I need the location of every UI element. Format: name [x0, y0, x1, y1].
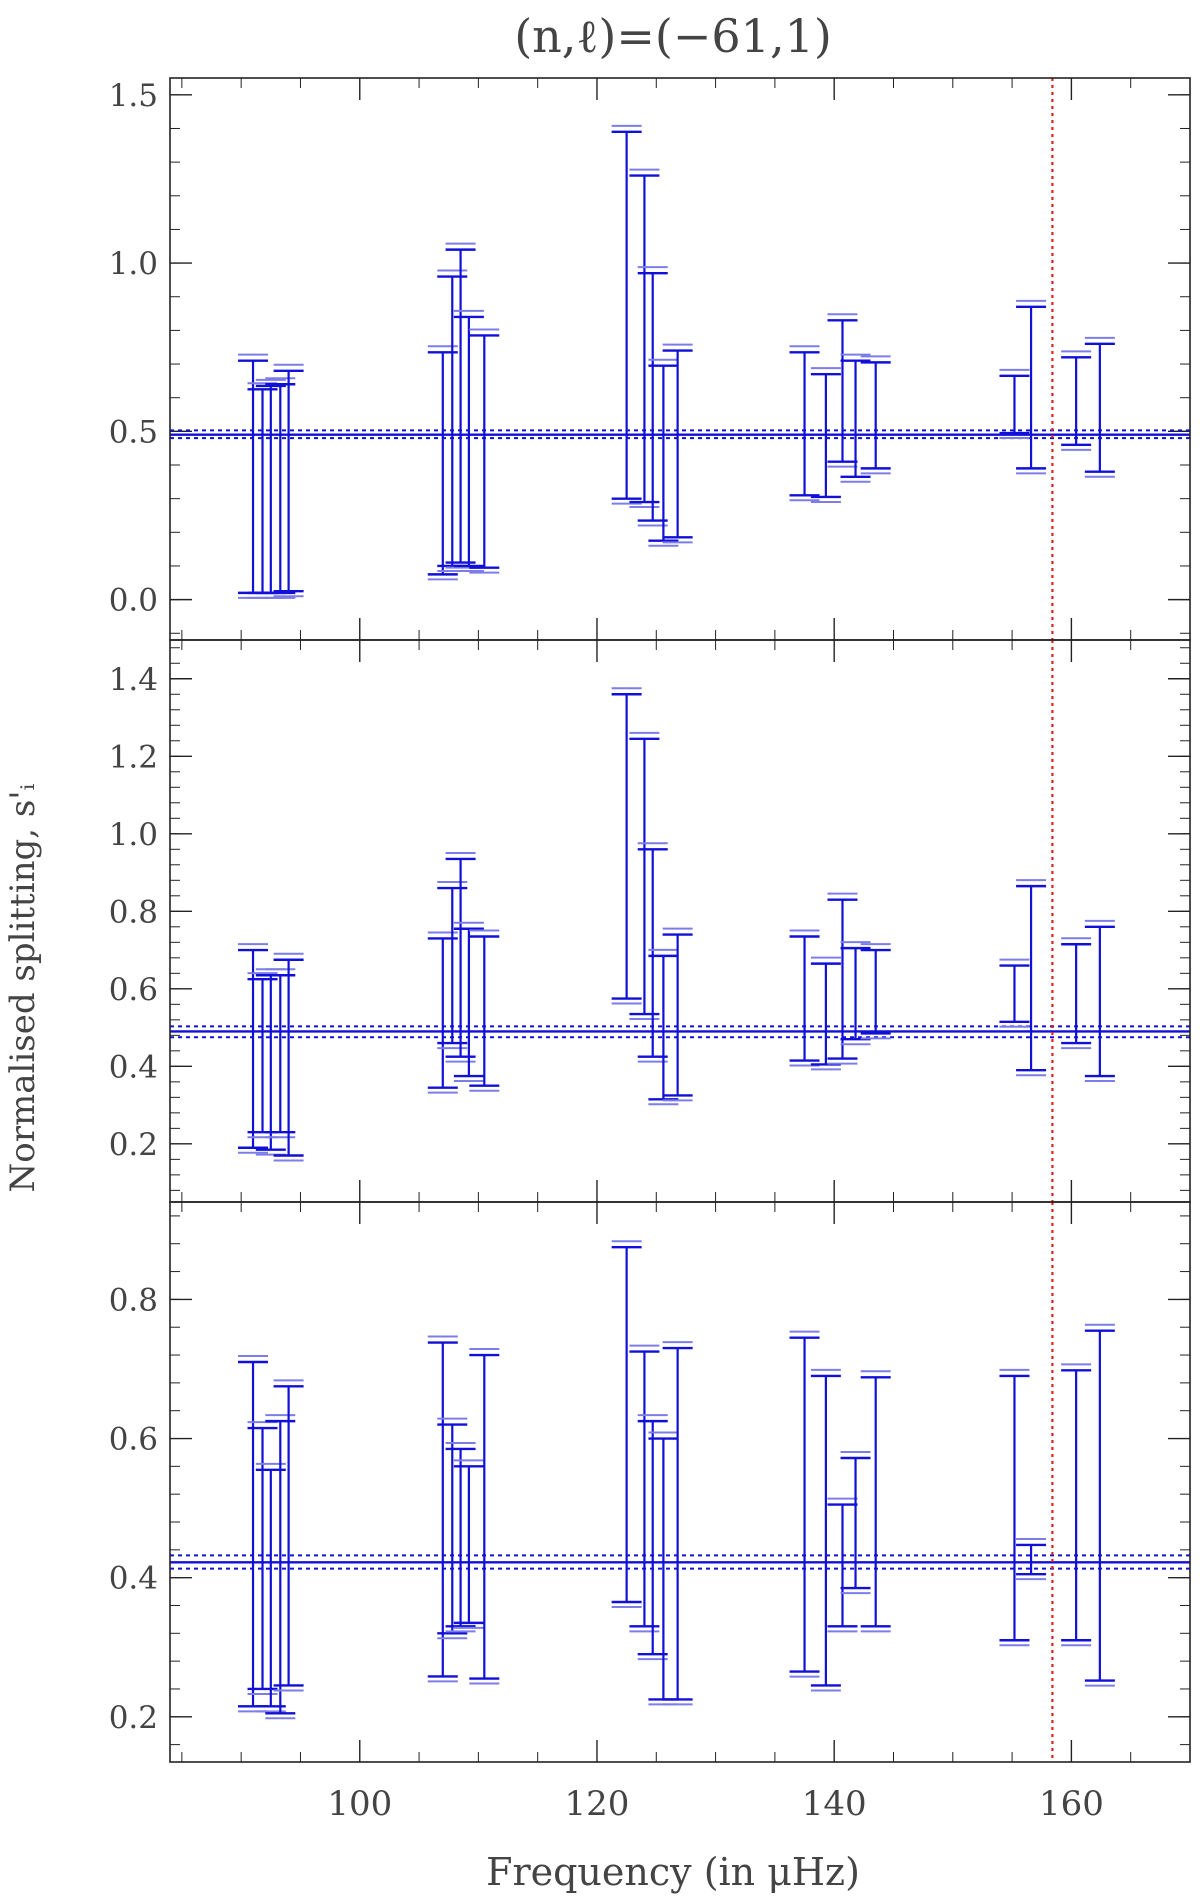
y-tick-label: 1.0: [109, 817, 158, 853]
panel-3: 0.2 0.4 0.6 0.8: [109, 1201, 1191, 1763]
error-bar: [810, 367, 841, 503]
panel-2: 0.2 0.4 0.6 0.8 1.0 1.2 1.4: [109, 639, 1191, 1203]
y-tick-label: 0.6: [109, 1422, 158, 1458]
x-tick-label: 100: [327, 1784, 392, 1824]
error-bar: [273, 363, 304, 598]
y-tick-label: 0.6: [109, 972, 158, 1008]
error-bar: [789, 345, 820, 502]
y-tick-label: 0.2: [109, 1700, 158, 1736]
x-tick-label: 120: [565, 1784, 630, 1824]
y-tick-label: 1.2: [109, 739, 158, 775]
error-bar: [629, 1344, 660, 1633]
error-bar: [238, 943, 269, 1154]
error-bar: [840, 1451, 871, 1595]
error-bar: [273, 1379, 304, 1692]
error-bar: [810, 956, 841, 1071]
error-bar: [1061, 937, 1092, 1050]
error-bar: [860, 355, 891, 475]
error-bar: [789, 929, 820, 1067]
panel-frame: [169, 77, 1191, 641]
error-bar: [648, 358, 679, 547]
y-tick-label: 0.4: [109, 1561, 158, 1597]
y-tick-label: 0.2: [109, 1127, 158, 1163]
y-tick-label: 0.8: [109, 894, 158, 930]
y-tick-label: 0.4: [109, 1049, 158, 1085]
y-axis-title: Normalised splitting, s'ᵢ: [3, 783, 43, 1192]
error-bar: [445, 1441, 476, 1633]
error-bar: [453, 309, 484, 572]
panel-frame: [169, 639, 1191, 1203]
error-bar: [840, 941, 871, 1046]
error-bar: [1084, 336, 1115, 478]
error-bar: [1016, 299, 1047, 475]
error-bar: [1084, 919, 1115, 1083]
x-axis-title: Frequency (in μHz): [486, 1850, 860, 1894]
error-bar: [860, 1370, 891, 1633]
error-bar: [648, 948, 679, 1106]
error-bar: [827, 313, 858, 468]
error-bar: [1061, 350, 1092, 451]
error-bar: [1084, 1323, 1115, 1687]
panels-group: 0.00.51.01.50.20.40.60.81.01.21.40.20.40…: [109, 77, 1191, 1824]
error-bar: [247, 1421, 278, 1695]
error-bar: [789, 1330, 820, 1678]
error-bar: [273, 952, 304, 1162]
error-bar: [840, 353, 871, 483]
y-tick-label: 0.8: [109, 1282, 158, 1318]
y-tick-label: 1.0: [109, 246, 158, 282]
error-bar: [611, 1240, 642, 1608]
error-bar: [827, 892, 858, 1065]
error-bar: [662, 1341, 693, 1706]
error-bar: [662, 343, 693, 544]
error-bar: [611, 124, 642, 505]
panel-1: 0.0 0.5 1.0 1.5: [109, 77, 1191, 641]
error-bar: [437, 1417, 468, 1640]
error-bar: [810, 1368, 841, 1692]
error-bar: [469, 328, 500, 574]
error-bar: [437, 881, 468, 1050]
error-bar: [469, 1348, 500, 1685]
error-bar: [999, 958, 1030, 1028]
error-bar: [1016, 1537, 1047, 1581]
y-tick-label: 0.0: [109, 583, 158, 619]
y-tick-label: 1.5: [109, 78, 158, 114]
error-bar: [469, 929, 500, 1092]
error-bar: [265, 1414, 296, 1720]
error-bar: [453, 921, 484, 1083]
error-bar: [629, 168, 660, 509]
error-bar: [445, 242, 476, 569]
error-bar: [1061, 1363, 1092, 1647]
error-bar: [860, 943, 891, 1040]
error-bar: [611, 687, 642, 1005]
error-bar: [629, 731, 660, 1021]
error-bar: [427, 1335, 458, 1683]
panel-frame: [169, 1201, 1191, 1763]
y-tick-label: 0.5: [109, 414, 158, 450]
error-bar: [662, 927, 693, 1102]
error-bar: [265, 377, 296, 599]
error-bar: [445, 851, 476, 1063]
error-bar: [1016, 879, 1047, 1077]
error-bar: [238, 353, 269, 599]
error-bar: [265, 968, 296, 1139]
y-tick-label: 1.4: [109, 662, 158, 698]
chart-title: (n,ℓ)=(−61,1): [514, 9, 832, 63]
error-bar: [999, 1368, 1030, 1647]
x-tick-label: 160: [1039, 1784, 1104, 1824]
error-bar: [453, 1459, 484, 1629]
x-tick-label: 140: [802, 1784, 867, 1824]
error-bar: [827, 1497, 858, 1633]
error-bar: [999, 368, 1030, 440]
